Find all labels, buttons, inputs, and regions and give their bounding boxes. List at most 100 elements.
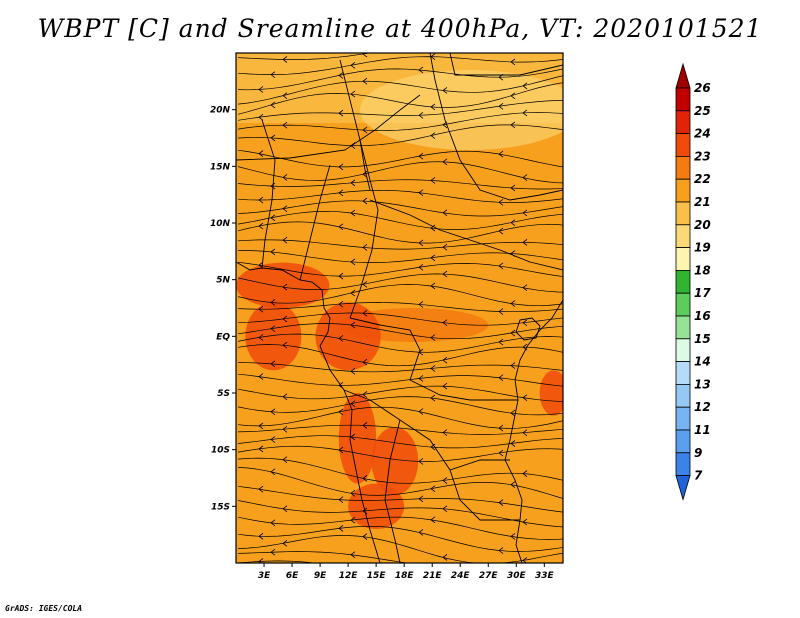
streamline (237, 516, 563, 540)
border-4 (349, 317, 518, 401)
streamline-arrow (498, 150, 504, 158)
lat-tick-label: EQ (216, 332, 230, 342)
streamline-arrow (522, 284, 528, 291)
streamline (237, 362, 563, 373)
streamline-arrow (418, 189, 424, 197)
east-africa-coast (504, 299, 563, 563)
streamline-arrow (442, 158, 448, 166)
colorbar-label: 26 (694, 81, 711, 95)
streamline-arrow (258, 196, 264, 204)
streamline-arrow (523, 44, 527, 50)
border-6 (429, 53, 563, 201)
streamline-arrow (430, 516, 436, 524)
streamline (237, 344, 563, 367)
streamline-arrow (510, 329, 516, 337)
streamline-arrow (362, 533, 368, 540)
map-plot-area (236, 44, 563, 571)
streamline-arrow (362, 244, 368, 251)
streamline-arrow (350, 551, 356, 559)
streamline-arrow (282, 456, 288, 463)
streamline-arrow (258, 305, 264, 313)
streamline-arrow (270, 71, 276, 78)
warm-region-west-coast (245, 302, 302, 371)
streamline-arrow (522, 209, 528, 217)
streamline-arrow (498, 73, 504, 81)
colorbar-segment (675, 338, 691, 362)
colorbar-label: 7 (694, 469, 703, 483)
streamline-arrow (282, 393, 288, 401)
streamline (237, 56, 563, 75)
streamline-arrow (418, 495, 424, 503)
lon-tick-label: 9E (314, 571, 327, 581)
west-africa-coast (236, 261, 381, 563)
streamline (237, 250, 563, 263)
lat-tick-label: 5N (216, 276, 230, 286)
streamline-arrow (338, 189, 344, 197)
streamline-arrow (362, 170, 368, 178)
warm-region-gabon-congo (315, 302, 381, 371)
colorbar-segment (675, 406, 691, 431)
streamline (237, 560, 317, 563)
colorbar-segment (675, 224, 691, 249)
longitude-axis: 3E 6E 9E 12E 15E 18E 21E 24E 27E 30E 33E (258, 563, 554, 581)
streamline-arrow (258, 334, 264, 341)
lon-tick-label: 21E (423, 571, 443, 581)
streamline-arrow (430, 103, 436, 111)
streamline (237, 467, 563, 499)
colorbar-label: 13 (694, 377, 711, 391)
colorbar-label: 12 (694, 400, 711, 414)
colorbar-label: 9 (694, 446, 702, 460)
streamline (237, 161, 563, 184)
streamline (237, 312, 563, 326)
streamline-arrow (498, 227, 504, 235)
streamline-arrow (511, 565, 515, 571)
streamline (237, 53, 373, 60)
streamline (237, 302, 563, 313)
colorbar-label: 24 (694, 127, 711, 141)
streamline (237, 435, 563, 449)
streamline-arrow (362, 358, 368, 366)
streamline-arrow (418, 152, 424, 160)
streamline (237, 535, 563, 563)
streamline-arrow (258, 445, 264, 453)
streamline-arrow (522, 343, 528, 351)
streamline-arrow (430, 132, 436, 139)
streamline-arrow (498, 308, 504, 315)
streamline-arrow (510, 362, 516, 369)
streamline-arrow (430, 485, 436, 493)
streamline-arrow (270, 436, 276, 443)
streamline-arrow (510, 121, 516, 129)
streamline (237, 457, 563, 484)
streamline-arrow (282, 341, 288, 349)
streamline-arrow (350, 61, 356, 69)
streamline-arrow (258, 373, 264, 380)
lat-tick-label: 10N (210, 219, 231, 229)
streamline-arrow (522, 174, 528, 181)
streamline-arrow (270, 468, 276, 476)
streamline-arrow (338, 163, 344, 171)
streamline-arrow (510, 533, 516, 540)
streamline-arrow (510, 409, 516, 417)
streamline-arrow (350, 367, 356, 375)
streamline-arrow (442, 356, 448, 364)
lon-tick-label: 3E (258, 571, 271, 581)
streamline-arrow (510, 300, 516, 307)
streamline (237, 284, 563, 307)
border-3 (369, 199, 563, 271)
streamline-arrow (418, 458, 424, 465)
streamline-arrow (510, 250, 516, 257)
streamline-arrow (442, 270, 448, 278)
warm-region-gulf-of-guinea (236, 262, 330, 309)
streamline-arrow (362, 280, 368, 288)
lat-tick-label: 15N (210, 162, 231, 172)
streamline (237, 200, 563, 217)
streamline-arrow (430, 394, 436, 402)
streamline-arrow (338, 72, 344, 79)
lat-tick-label: 10S (211, 446, 230, 456)
colorbar-segment (675, 110, 691, 135)
streamline-arrow (498, 547, 504, 554)
streamline (237, 124, 563, 147)
streamline (237, 333, 563, 353)
streamline-arrow (362, 53, 368, 58)
warm-region-angola-inland (371, 427, 419, 495)
